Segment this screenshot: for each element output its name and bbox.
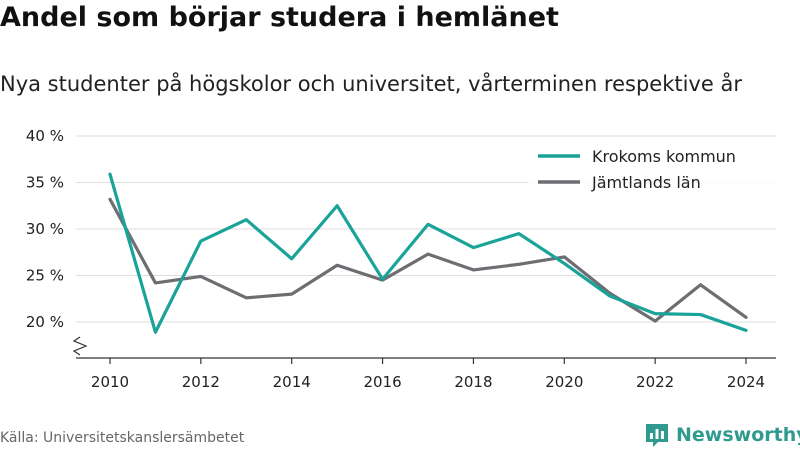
y-tick-label: 25 % — [26, 267, 64, 285]
series-line-krokom — [108, 172, 748, 334]
legend: Krokoms kommun Jämtlands län — [528, 140, 778, 204]
chart-title: Andel som börjar studera i hemlänet — [0, 2, 559, 33]
y-tick-label: 40 % — [26, 127, 64, 145]
series-lines — [108, 172, 748, 334]
x-tick-label: 2024 — [727, 373, 765, 391]
line-chart: 20 %25 %30 %35 %40 % 2010 2012 2014 2016 201… — [26, 127, 778, 391]
series-line-jamtland — [108, 197, 748, 323]
x-tick-label: 2014 — [273, 373, 311, 391]
y-tick-label: 20 % — [26, 313, 64, 331]
source-note: Källa: Universitetskanslersämbetet — [0, 430, 245, 446]
y-tick-label: 30 % — [26, 220, 64, 238]
y-axis-ticks: 20 % 25 % 30 % 35 % 40 % — [26, 127, 64, 331]
legend-background — [528, 140, 778, 204]
chart-subtitle: Nya studenter på högskolor och universit… — [0, 72, 742, 96]
x-tick-label: 2012 — [182, 373, 220, 391]
y-axis-break — [72, 336, 88, 356]
x-tick-label: 2018 — [454, 373, 492, 391]
x-tick-label: 2022 — [636, 373, 674, 391]
x-axis-ticks: 2010 2012 2014 2016 2018 2020 2022 2024 — [91, 358, 765, 391]
brand-name: Newsworthy — [676, 424, 800, 446]
legend-label: Krokoms kommun — [592, 147, 736, 166]
bar-chart-icon — [646, 424, 668, 447]
x-tick-label: 2010 — [91, 373, 129, 391]
y-tick-label: 35 % — [26, 174, 64, 192]
brand-logo: Newsworthy — [644, 421, 800, 449]
x-axis — [72, 336, 776, 359]
x-tick-label: 2020 — [545, 373, 583, 391]
legend-label: Jämtlands län — [591, 173, 701, 192]
x-tick-label: 2016 — [363, 373, 401, 391]
